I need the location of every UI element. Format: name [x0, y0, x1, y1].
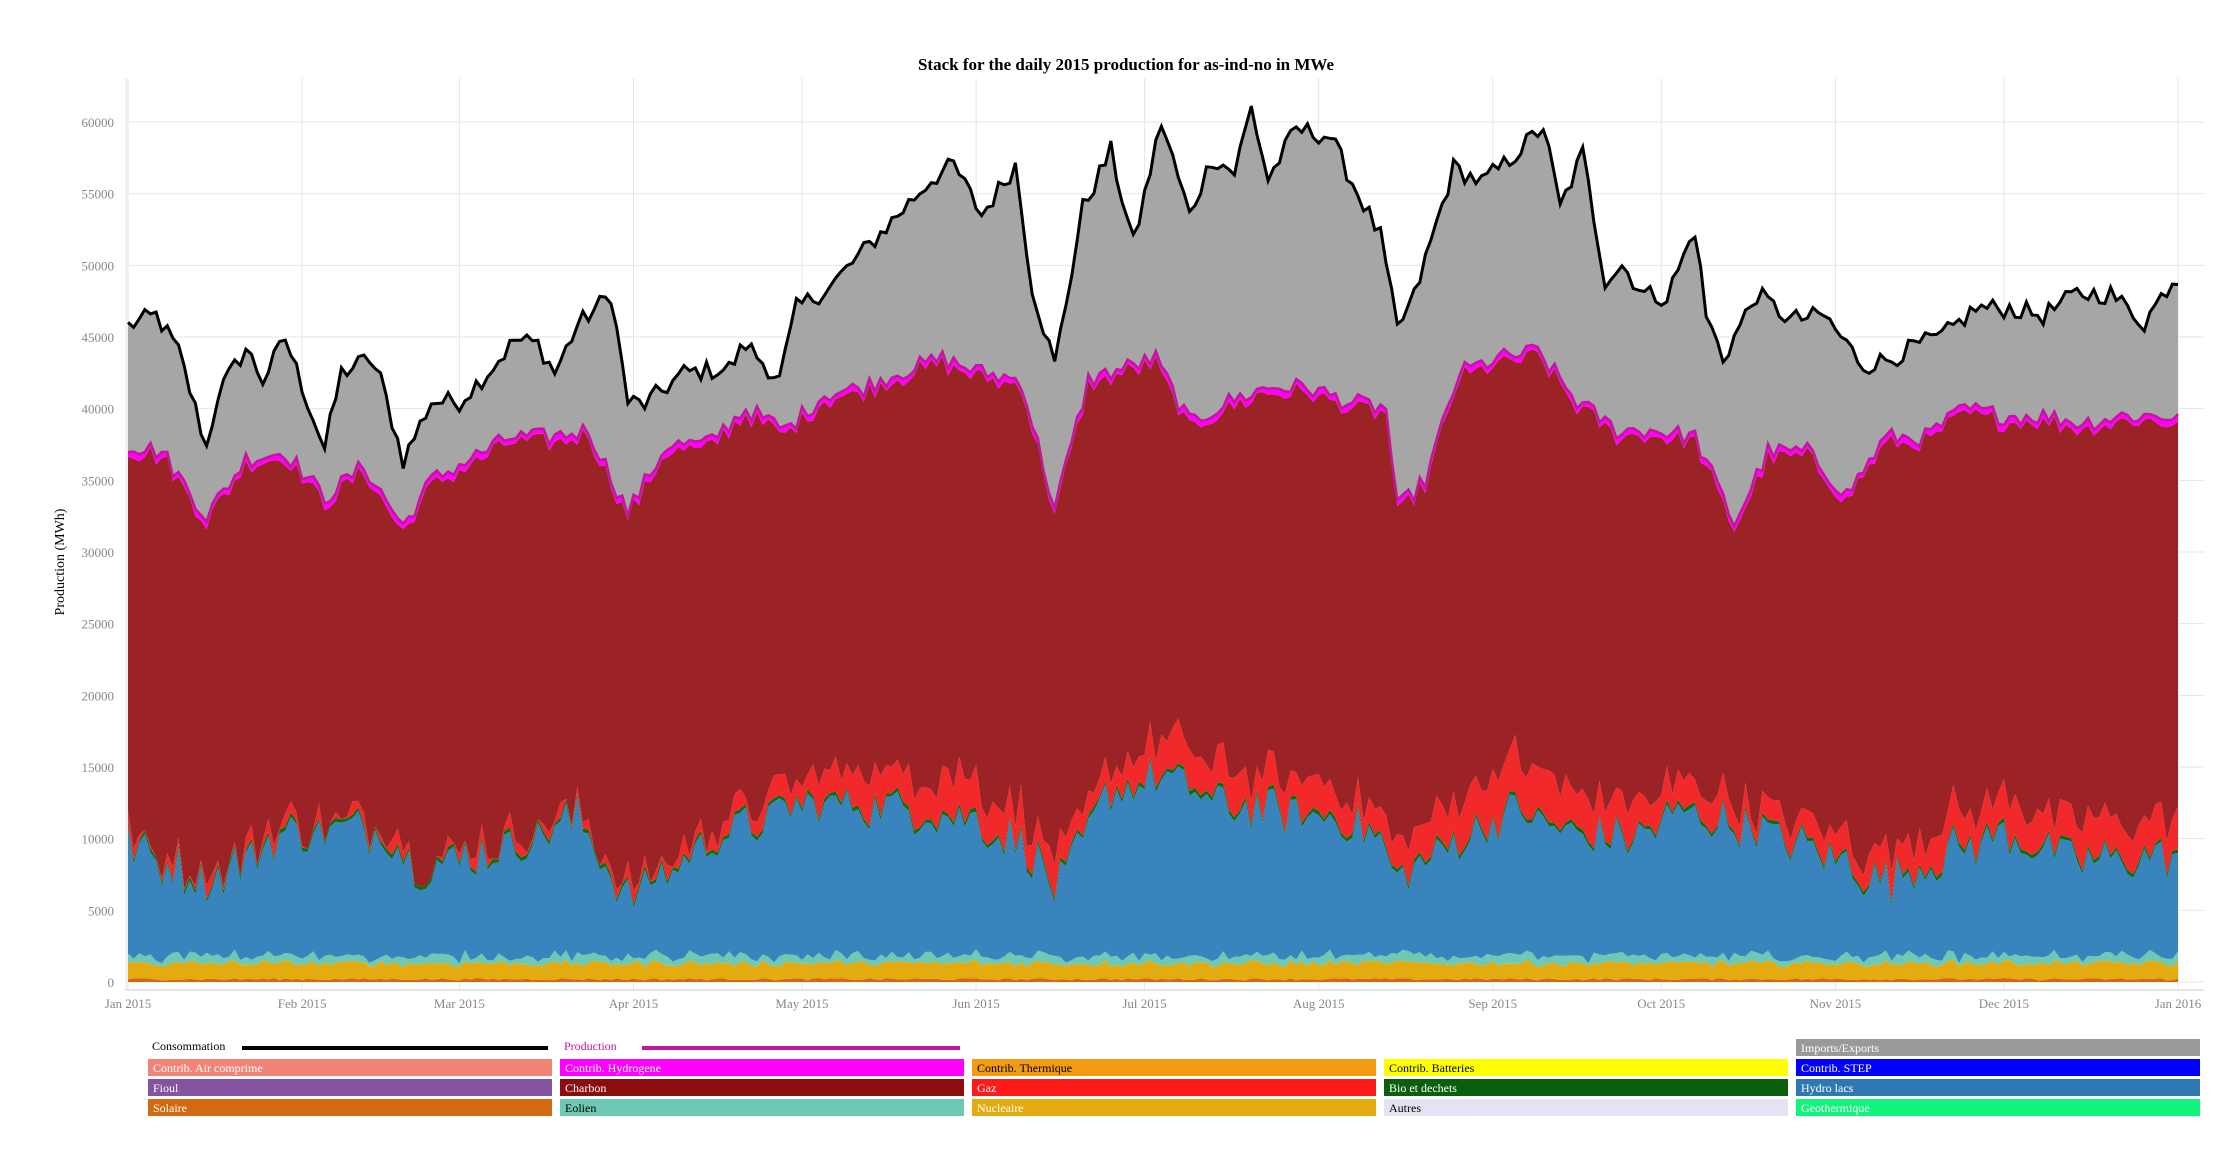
legend-nucleaire-swatch — [972, 1099, 1376, 1116]
y-tick-label: 55000 — [82, 187, 115, 202]
legend-contrib-thermique-swatch — [972, 1059, 1376, 1076]
x-tick-label: Oct 2015 — [1637, 996, 1685, 1011]
series-area-eolien — [128, 949, 2178, 968]
legend-charbon: Charbon — [560, 1079, 964, 1096]
chart-title: Stack for the daily 2015 production for … — [918, 55, 1335, 74]
legend-bio-et-dechets-label: Bio et dechets — [1389, 1081, 1457, 1095]
legend-autres-label: Autres — [1389, 1101, 1421, 1115]
y-tick-label: 35000 — [82, 473, 115, 488]
legend-consommation-label: Consommation — [152, 1039, 225, 1053]
legend-contrib-hydrogene-swatch — [560, 1059, 964, 1076]
x-tick-label: Jan 2015 — [105, 996, 152, 1011]
x-tick-label: Jan 2016 — [2155, 996, 2202, 1011]
legend-nucleaire-label: Nucleaire — [977, 1101, 1024, 1115]
legend-fioul: Fioul — [148, 1079, 552, 1096]
y-axis-title: Production (MWh) — [53, 508, 68, 615]
x-tick-label: Nov 2015 — [1810, 996, 1862, 1011]
legend-contrib-air-comprime-label: Contrib. Air comprime — [153, 1061, 263, 1075]
y-tick-label: 20000 — [82, 688, 115, 703]
series-area-imports-exports — [128, 106, 2178, 527]
area-layer — [128, 106, 2178, 982]
series-area-solaire — [128, 978, 2178, 982]
y-tick-label: 25000 — [82, 617, 115, 632]
legend-geothermique-label: Geothermique — [1801, 1101, 1870, 1115]
legend-contrib-batteries-label: Contrib. Batteries — [1389, 1061, 1475, 1075]
x-tick-label: Feb 2015 — [278, 996, 327, 1011]
x-tick-label: Jul 2015 — [1122, 996, 1166, 1011]
x-tick-label: Dec 2015 — [1979, 996, 2029, 1011]
legend-consommation: Consommation — [152, 1039, 548, 1053]
y-tick-label: 10000 — [82, 832, 115, 847]
legend-fioul-label: Fioul — [153, 1081, 179, 1095]
legend-contrib-thermique-label: Contrib. Thermique — [977, 1061, 1072, 1075]
legend-fioul-swatch — [148, 1079, 552, 1096]
x-tick-label: Apr 2015 — [609, 996, 658, 1011]
x-tick-label: Jun 2015 — [952, 996, 999, 1011]
legend-imports-exports-swatch — [1796, 1039, 2200, 1056]
series-area-hydro-lacs — [128, 760, 2178, 964]
legend-geothermique-swatch — [1796, 1099, 2200, 1116]
y-tick-label: 60000 — [82, 115, 115, 130]
series-line-consommation — [127, 105, 2179, 469]
y-tick-label: 5000 — [88, 903, 114, 918]
legend-solaire-swatch — [148, 1099, 552, 1116]
x-tick-label: Sep 2015 — [1468, 996, 1517, 1011]
legend-contrib-batteries: Contrib. Batteries — [1384, 1059, 1788, 1076]
legend-bio-et-dechets: Bio et dechets — [1384, 1079, 1788, 1096]
legend-contrib-batteries-swatch — [1384, 1059, 1788, 1076]
legend-gaz-label: Gaz — [977, 1081, 996, 1095]
legend-production: Production — [564, 1039, 960, 1053]
x-tick-label: Mar 2015 — [434, 996, 485, 1011]
legend-hydro-lacs: Hydro lacs — [1796, 1079, 2200, 1096]
line-layer — [127, 105, 2179, 530]
legend-hydro-lacs-label: Hydro lacs — [1801, 1081, 1854, 1095]
legend-nucleaire: Nucleaire — [972, 1099, 1376, 1116]
legend-eolien-swatch — [560, 1099, 964, 1116]
series-line-production — [127, 343, 2179, 530]
y-tick-label: 15000 — [82, 760, 115, 775]
y-tick-label: 50000 — [82, 258, 115, 273]
legend-contrib-hydrogene-label: Contrib. Hydrogene — [565, 1061, 661, 1075]
series-area-charbon — [128, 349, 2178, 891]
legend-solaire-label: Solaire — [153, 1101, 187, 1115]
series-area-nucleaire — [128, 959, 2178, 981]
legend-autres: Autres — [1384, 1099, 1788, 1116]
legend-contrib-air-comprime: Contrib. Air comprime — [148, 1059, 552, 1076]
legend-contrib-step-label: Contrib. STEP — [1801, 1061, 1872, 1075]
axes: 0 5000 10000 15000 20000 25000 30000 35000 40000… — [82, 78, 2204, 1011]
legend-production-label: Production — [564, 1039, 617, 1053]
y-tick-label: 0 — [108, 975, 115, 990]
y-tick-label: 30000 — [82, 545, 115, 560]
legend-contrib-step: Contrib. STEP — [1796, 1059, 2200, 1076]
legend-imports-exports: Imports/Exports — [1796, 1039, 2200, 1056]
legend-gaz: Gaz — [972, 1079, 1376, 1096]
legend-eolien-label: Eolien — [565, 1101, 596, 1115]
y-tick-label: 40000 — [82, 402, 115, 417]
legend-solaire: Solaire — [148, 1099, 552, 1116]
legend-imports-exports-label: Imports/Exports — [1801, 1041, 1879, 1055]
x-tick-label: Aug 2015 — [1293, 996, 1345, 1011]
legend-bio-et-dechets-swatch — [1384, 1079, 1788, 1096]
legend-charbon-label: Charbon — [565, 1081, 606, 1095]
legend-contrib-air-comprime-swatch — [148, 1059, 552, 1076]
legend-autres-swatch — [1384, 1099, 1788, 1116]
legend-charbon-swatch — [560, 1079, 964, 1096]
legend-hydro-lacs-swatch — [1796, 1079, 2200, 1096]
legend-contrib-step-swatch — [1796, 1059, 2200, 1076]
x-tick-label: May 2015 — [775, 996, 828, 1011]
legend-contrib-hydrogene: Contrib. Hydrogene — [560, 1059, 964, 1076]
series-area-gaz — [128, 718, 2178, 904]
legend-gaz-swatch — [972, 1079, 1376, 1096]
y-tick-label: 45000 — [82, 330, 115, 345]
legend-geothermique: Geothermique — [1796, 1099, 2200, 1116]
legend-eolien: Eolien — [560, 1099, 964, 1116]
legend: Consommation Production Imports/Exports Con… — [148, 1039, 2200, 1116]
legend-contrib-thermique: Contrib. Thermique — [972, 1059, 1376, 1076]
